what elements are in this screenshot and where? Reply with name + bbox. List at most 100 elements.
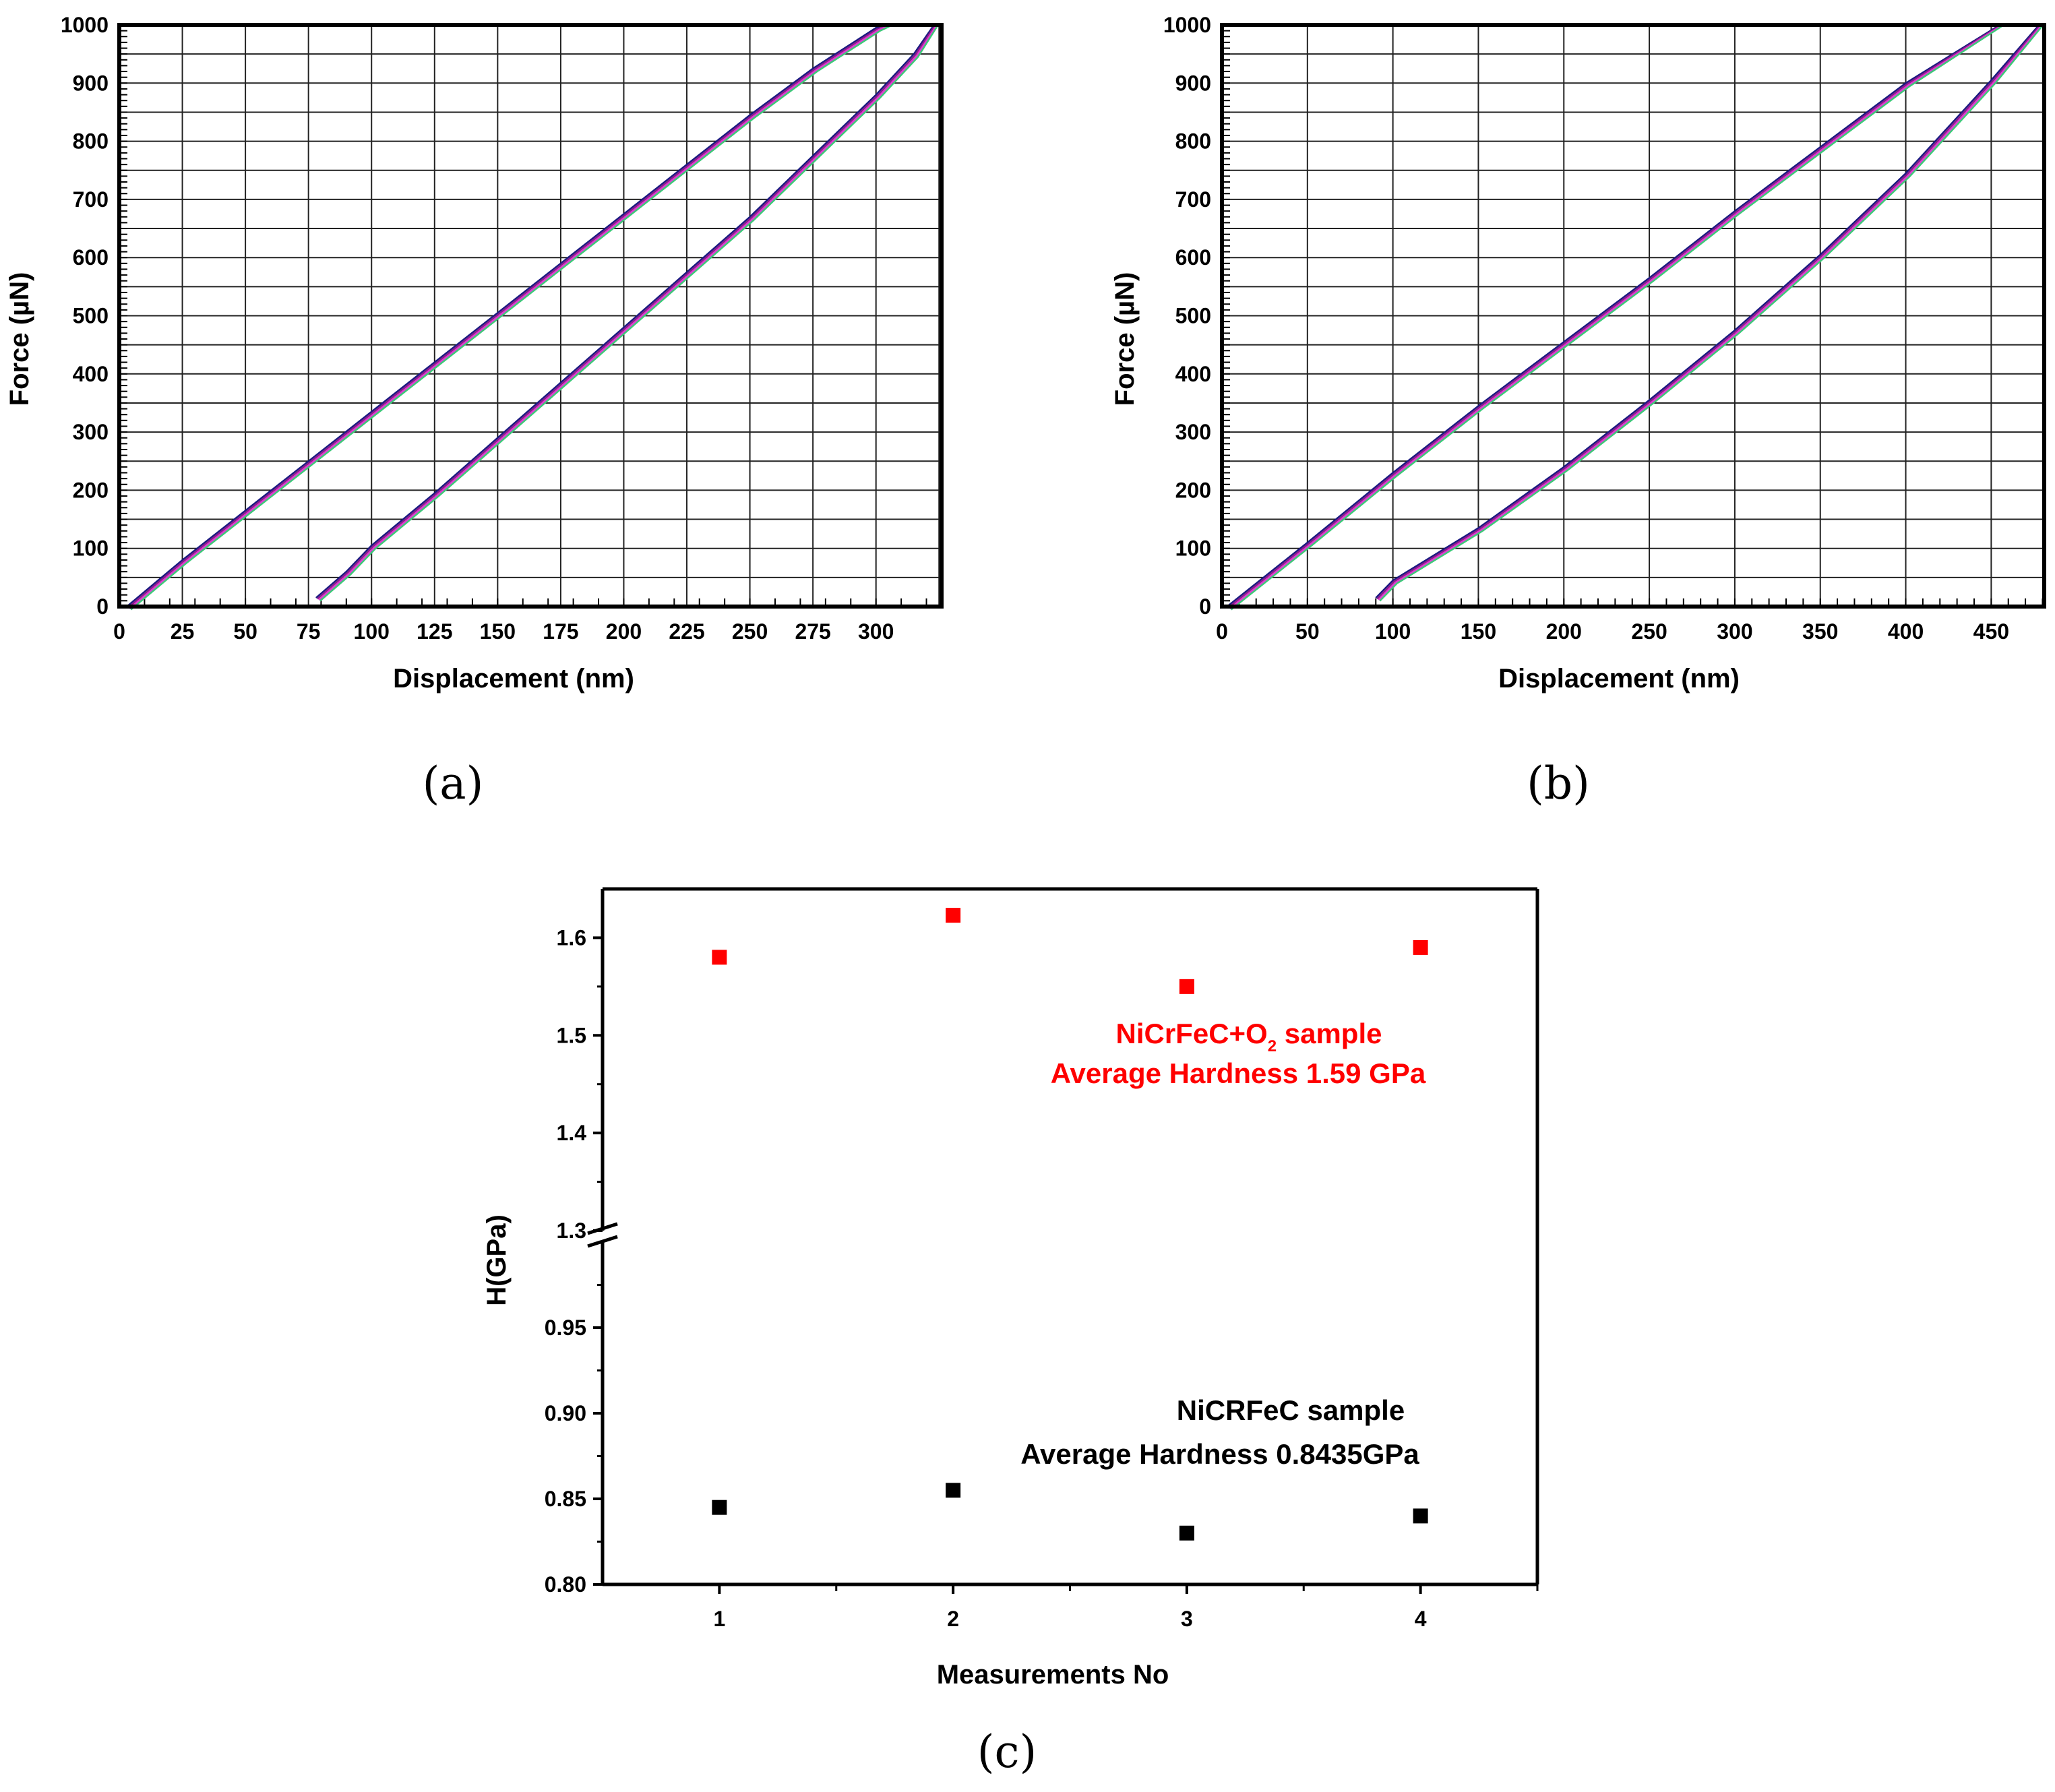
y-tick-label: 700 xyxy=(73,187,109,212)
x-tick-label: 450 xyxy=(1973,619,2009,644)
curve-loading xyxy=(130,24,938,611)
x-tick-label: 150 xyxy=(1461,619,1496,644)
panel-c-y-axis-title: H(GPa) xyxy=(482,1214,512,1306)
x-tick-label: 400 xyxy=(1888,619,1924,644)
y-tick-label: 0 xyxy=(96,594,109,619)
curve-unloading xyxy=(1375,24,2040,598)
x-tick-label: 100 xyxy=(1375,619,1411,644)
x-tick-label: 200 xyxy=(606,619,642,644)
plot-frame xyxy=(1220,23,2046,609)
curve-unloading xyxy=(315,24,935,599)
panel-b-x-axis-title: Displacement (nm) xyxy=(1498,664,1740,693)
y-tick-label: 700 xyxy=(1175,187,1211,212)
panel-a-force-displacement-chart: 0 25 50 75 100 125 150 175 200 225 250 275 300 0 100 20… xyxy=(61,13,944,644)
annotation-base-average-hardness: Average Hardness 0.8435GPa xyxy=(1020,1438,1419,1470)
x-tick-label: 225 xyxy=(669,619,704,644)
data-point-base-sample xyxy=(1179,1525,1194,1541)
annotation-base-sample: NiCRFeC sample xyxy=(1177,1394,1405,1426)
x-tick-label: 350 xyxy=(1802,619,1838,644)
data-point-base-sample xyxy=(946,1483,961,1498)
panel-c-hardness-chart: 1.3 1.4 1.5 1.6 0.80 0.85 0.90 0.95 1 2 3 4 xyxy=(545,887,1539,1631)
annotation-oxygen-sample: NiCrFeC+O2 sample xyxy=(1116,1018,1382,1055)
curve-unloading xyxy=(1379,24,2044,602)
x-tick-label: 1 xyxy=(713,1607,725,1631)
y-tick-label: 900 xyxy=(73,71,109,95)
data-point-oxygen-sample xyxy=(712,950,727,965)
annotation-oxygen-average-hardness: Average Hardness 1.59 GPa xyxy=(1051,1057,1426,1089)
curve-loading xyxy=(1230,24,2044,611)
x-tick-label: 3 xyxy=(1181,1607,1193,1631)
curve-loading xyxy=(1226,24,2039,607)
annotation-oxygen-sample-tail: sample xyxy=(1277,1018,1382,1049)
y-tick-label: 1.5 xyxy=(557,1023,586,1047)
x-tick-label: 50 xyxy=(233,619,257,644)
y-tick-label: 400 xyxy=(73,362,109,386)
x-tick-label: 25 xyxy=(171,619,195,644)
curve-loading xyxy=(129,24,937,609)
x-tick-label: 300 xyxy=(1717,619,1752,644)
y-tick-label: 0.85 xyxy=(545,1487,586,1511)
curve-loading xyxy=(127,24,936,609)
curve-unloading xyxy=(1378,24,2043,600)
curve-unloading xyxy=(318,24,938,601)
axis-break-mark xyxy=(587,1235,618,1248)
x-tick-label: 250 xyxy=(1631,619,1667,644)
panel-b-label: (b) xyxy=(1527,758,1590,809)
curve-loading xyxy=(1229,24,2042,609)
data-point-oxygen-sample xyxy=(946,908,961,923)
y-tick-label: 0.95 xyxy=(545,1316,586,1340)
axis-break-mark xyxy=(587,1222,618,1235)
x-tick-label: 4 xyxy=(1415,1607,1427,1631)
y-tick-label: 100 xyxy=(1175,536,1211,561)
curve-loading xyxy=(1227,24,2041,609)
y-tick-label: 300 xyxy=(1175,420,1211,444)
curve-unloading xyxy=(1376,24,2042,600)
panel-a-y-axis-title: Force (µN) xyxy=(5,272,34,406)
curve-loading xyxy=(126,24,934,607)
y-tick-label: 500 xyxy=(1175,304,1211,328)
y-tick-label: 900 xyxy=(1175,71,1211,95)
y-tick-label: 400 xyxy=(1175,362,1211,386)
panel-a-x-axis-title: Displacement (nm) xyxy=(393,664,634,693)
x-tick-label: 50 xyxy=(1295,619,1320,644)
panel-b-y-axis-title: Force (µN) xyxy=(1110,272,1140,406)
panel-a-label: (a) xyxy=(423,758,484,809)
x-tick-label: 300 xyxy=(858,619,894,644)
x-tick-label: 75 xyxy=(297,619,321,644)
annotation-oxygen-subscript: 2 xyxy=(1268,1037,1277,1055)
y-tick-label: 800 xyxy=(73,129,109,154)
y-tick-label: 200 xyxy=(1175,478,1211,502)
y-tick-label: 200 xyxy=(73,478,109,502)
x-tick-label: 0 xyxy=(113,619,125,644)
y-tick-label: 0 xyxy=(1199,594,1211,619)
x-tick-label: 275 xyxy=(795,619,830,644)
annotation-oxygen-sample-main: NiCrFeC+O xyxy=(1116,1018,1268,1049)
y-tick-label: 1.3 xyxy=(557,1218,586,1243)
x-tick-label: 200 xyxy=(1546,619,1582,644)
y-tick-label: 600 xyxy=(1175,245,1211,270)
data-point-base-sample xyxy=(1413,1508,1428,1524)
y-tick-label: 500 xyxy=(73,304,109,328)
y-tick-label: 1.6 xyxy=(557,925,586,950)
x-tick-label: 175 xyxy=(543,619,578,644)
data-point-oxygen-sample xyxy=(1413,939,1428,955)
panel-c-x-axis-title: Measurements No xyxy=(937,1660,1169,1690)
x-tick-label: 150 xyxy=(480,619,516,644)
y-tick-label: 300 xyxy=(73,420,109,444)
data-point-base-sample xyxy=(712,1500,727,1515)
y-tick-label: 100 xyxy=(73,536,109,561)
y-tick-label: 0.90 xyxy=(545,1401,586,1425)
y-tick-label: 600 xyxy=(73,245,109,270)
y-tick-label: 0.80 xyxy=(545,1572,586,1597)
x-tick-label: 2 xyxy=(947,1607,959,1631)
panel-c-label: (c) xyxy=(977,1726,1037,1778)
x-tick-label: 125 xyxy=(417,619,452,644)
x-tick-label: 0 xyxy=(1216,619,1228,644)
y-tick-label: 1000 xyxy=(1163,13,1211,37)
y-tick-label: 800 xyxy=(1175,129,1211,154)
x-tick-label: 250 xyxy=(732,619,768,644)
curve-unloading xyxy=(317,24,936,600)
panel-b-force-displacement-chart: 0 50 100 150 200 250 300 350 400 450 0 100 200 300 400… xyxy=(1163,13,2046,644)
y-tick-label: 1000 xyxy=(61,13,109,37)
